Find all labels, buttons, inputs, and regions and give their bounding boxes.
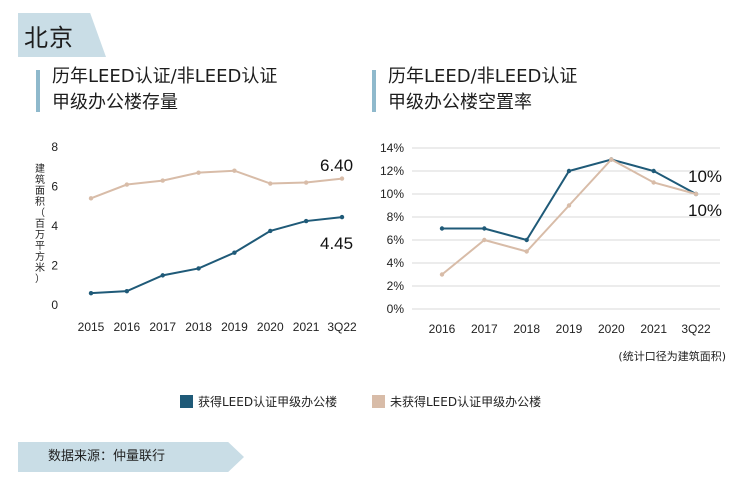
y-axis-label-char: 面 bbox=[35, 186, 45, 197]
data-point-leed bbox=[439, 226, 445, 231]
data-point-non-leed bbox=[268, 181, 273, 186]
data-point-non-leed bbox=[88, 196, 94, 201]
y-tick-label: 4% bbox=[387, 256, 405, 270]
left-title-line-1: 历年LEED认证/非LEED认证 bbox=[52, 66, 278, 87]
right-heading-accent-bar bbox=[372, 70, 376, 112]
measurement-note: (统计口径为建筑面积) bbox=[618, 350, 726, 363]
data-point-non-leed bbox=[124, 182, 130, 187]
y-tick-label: 12% bbox=[380, 164, 404, 178]
x-tick-label: 2016 bbox=[114, 320, 141, 334]
y-tick-label: 8% bbox=[387, 210, 405, 224]
data-point-leed bbox=[482, 226, 487, 231]
y-axis-label-char: 万 bbox=[35, 230, 45, 241]
left-heading-accent-bar bbox=[36, 70, 40, 112]
series-line-non-leed bbox=[90, 169, 343, 200]
y-axis-label-char: 米 bbox=[35, 261, 45, 274]
data-point-leed bbox=[160, 273, 165, 278]
x-tick-label: 2020 bbox=[598, 322, 625, 336]
data-point-non-leed bbox=[651, 180, 656, 185]
x-tick-label: 2020 bbox=[257, 320, 284, 334]
right-chart-title: 历年LEED/非LEED认证 甲级办公楼空置率 bbox=[388, 64, 577, 116]
data-point-non-leed bbox=[339, 176, 345, 181]
data-source-banner: 数据来源：仲量联行 bbox=[18, 442, 244, 472]
y-tick-label: 8 bbox=[51, 140, 58, 154]
y-tick-label: 6% bbox=[387, 233, 405, 247]
legend-label-non-leed: 未获得LEED认证甲级办公楼 bbox=[390, 395, 542, 409]
y-tick-label: 4 bbox=[51, 219, 58, 233]
y-axis-label-char: 建 bbox=[35, 162, 45, 175]
data-point-leed bbox=[566, 168, 572, 174]
data-point-leed bbox=[232, 250, 237, 255]
x-tick-label: 2019 bbox=[221, 320, 248, 334]
data-point-non-leed bbox=[524, 249, 529, 254]
y-tick-label: 6 bbox=[51, 180, 58, 194]
x-tick-label: 2016 bbox=[429, 322, 456, 336]
data-point-leed bbox=[339, 214, 345, 220]
y-axis-label-char: ） bbox=[35, 273, 45, 285]
data-point-leed bbox=[124, 288, 130, 294]
x-tick-label: 2017 bbox=[149, 320, 176, 334]
x-tick-label: 2019 bbox=[556, 322, 583, 336]
data-point-non-leed bbox=[482, 237, 487, 243]
data-point-non-leed bbox=[303, 180, 309, 185]
data-point-leed bbox=[268, 228, 273, 234]
y-axis-label-char: 方 bbox=[35, 250, 45, 263]
x-tick-label: 2021 bbox=[640, 322, 667, 336]
data-point-leed bbox=[524, 237, 529, 243]
y-tick-label: 2% bbox=[387, 279, 405, 293]
value-callout: 10% bbox=[688, 167, 722, 186]
data-point-leed bbox=[651, 168, 656, 174]
y-axis-label-char: （ bbox=[35, 207, 45, 219]
value-callout: 10% bbox=[688, 201, 722, 220]
y-tick-label: 0% bbox=[387, 302, 405, 316]
x-tick-label: 2018 bbox=[185, 320, 212, 334]
right-title-line-1: 历年LEED/非LEED认证 bbox=[388, 66, 578, 87]
legend-swatch-non-leed bbox=[372, 395, 385, 408]
data-point-non-leed bbox=[609, 157, 614, 162]
data-point-non-leed bbox=[160, 178, 165, 183]
x-tick-label: 3Q22 bbox=[681, 322, 711, 336]
x-tick-label: 2018 bbox=[513, 322, 540, 336]
value-callout: 4.45 bbox=[320, 234, 353, 253]
x-tick-label: 2015 bbox=[78, 320, 105, 334]
data-point-non-leed bbox=[439, 272, 445, 277]
y-axis-label-char: 百 bbox=[35, 218, 45, 230]
legend-item-non-leed: 未获得LEED认证甲级办公楼 bbox=[372, 393, 541, 410]
series-line-leed bbox=[90, 216, 343, 295]
y-tick-label: 10% bbox=[380, 187, 404, 201]
data-point-non-leed bbox=[693, 191, 699, 197]
x-tick-label: 3Q22 bbox=[327, 320, 357, 334]
city-title: 北京 bbox=[24, 24, 74, 52]
legend-label-leed: 获得LEED认证甲级办公楼 bbox=[198, 395, 338, 409]
data-point-leed bbox=[88, 290, 94, 296]
left-title-line-2: 甲级办公楼存量 bbox=[52, 92, 178, 113]
vacancy-line-chart: 0% 2% 4% 6% 8% 10% 12% 14% 2016 2017 2018 2019 2020 2… bbox=[380, 141, 722, 336]
y-axis-label-char: 平 bbox=[35, 241, 45, 252]
x-tick-label: 2017 bbox=[471, 322, 498, 336]
y-tick-label: 0 bbox=[51, 298, 58, 312]
data-point-non-leed bbox=[196, 170, 201, 175]
left-chart-title: 历年LEED认证/非LEED认证 甲级办公楼存量 bbox=[52, 64, 277, 116]
city-tab-background bbox=[18, 13, 106, 57]
y-tick-label: 2 bbox=[51, 259, 58, 273]
x-tick-label: 2021 bbox=[293, 320, 320, 334]
right-title-line-2: 甲级办公楼空置率 bbox=[388, 92, 532, 113]
legend-swatch-leed bbox=[180, 395, 193, 408]
y-tick-label: 14% bbox=[380, 141, 404, 155]
value-callout: 6.40 bbox=[320, 156, 353, 175]
data-point-leed bbox=[303, 218, 309, 224]
y-axis-label-char: 筑 bbox=[35, 173, 45, 186]
data-point-non-leed bbox=[566, 203, 572, 208]
stock-line-chart: 0 2 4 6 8 2015 2016 2017 2018 2019 2020 2021 3Q22 建筑面… bbox=[35, 140, 357, 334]
y-axis-label-char: 积 bbox=[35, 196, 45, 208]
data-point-non-leed bbox=[232, 168, 237, 173]
legend-item-leed: 获得LEED认证甲级办公楼 bbox=[180, 393, 337, 410]
data-point-leed bbox=[196, 266, 201, 271]
